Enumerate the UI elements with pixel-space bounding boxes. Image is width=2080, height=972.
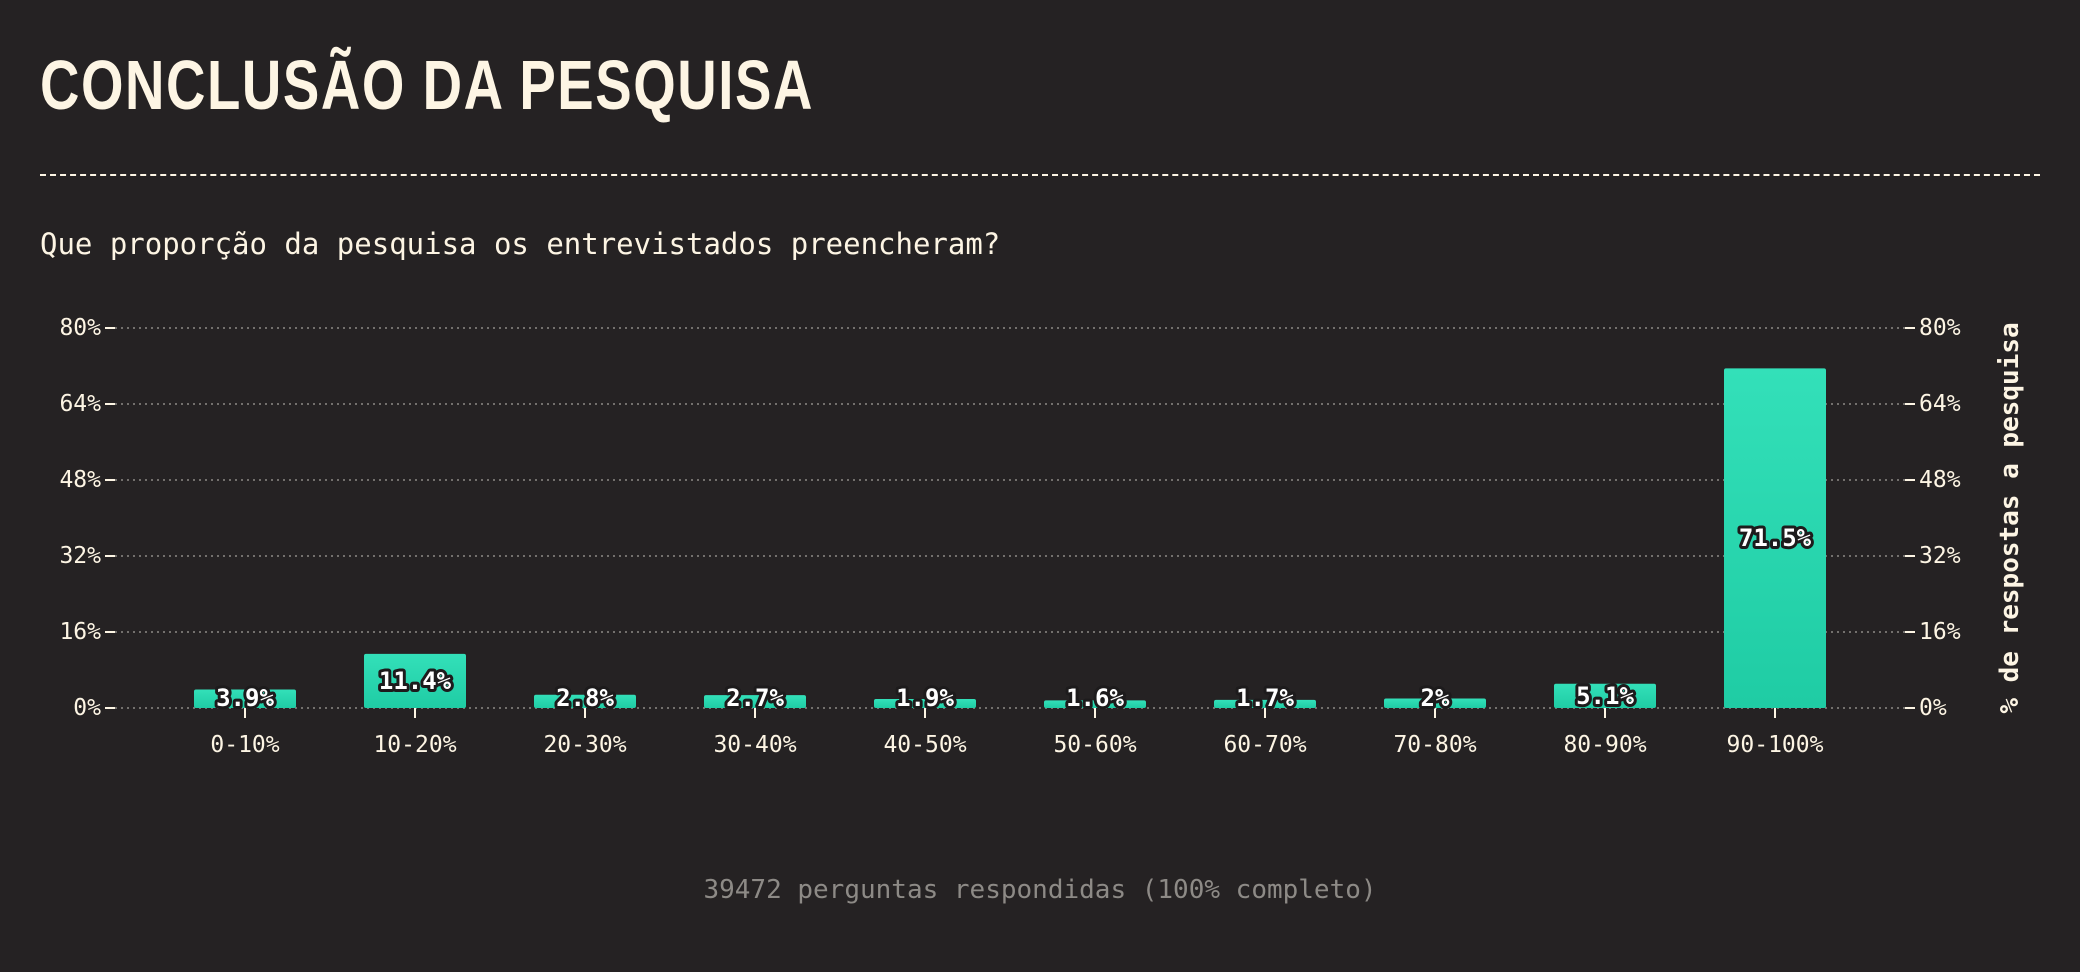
data-label: 71.5% [1739,524,1812,552]
data-label: 5.1% [1576,682,1634,710]
bar [1724,368,1826,708]
data-label: 11.4% [379,667,452,695]
y-tick-label-left: 16% [59,619,101,645]
x-tick-label: 90-100% [1727,732,1824,758]
y-tick-label-right: 64% [1919,391,1961,417]
bar [1044,700,1146,708]
data-label: 1.9% [896,684,954,712]
data-labels: 3.9% 11.4% 2.8% 2.7% 1.9% 1.6% 1.7% 2% 5.1% 71.5% [213,521,1815,715]
y-tick-label-left: 0% [73,695,101,721]
y-axis-label: % de respostas a pesquisa [1995,322,2025,713]
y-tick-label-left: 80% [59,315,101,341]
x-tick-label: 30-40% [713,732,796,758]
data-label: 2% [1421,684,1450,712]
x-tick-label: 70-80% [1393,732,1476,758]
bar [1214,699,1316,708]
x-tick-label: 10-20% [373,732,456,758]
data-label: 1.6% [1066,684,1124,712]
page-title: CONCLUSÃO DA PESQUISA [40,46,814,124]
y-tick-label-right: 48% [1919,467,1961,493]
data-label: 1.7% [1236,684,1294,712]
bar [364,653,466,708]
chart-footer: 39472 perguntas respondidas (100% comple… [703,875,1377,905]
title-divider [40,174,2040,176]
data-label: 2.7% [726,684,784,712]
x-tick-label: 80-90% [1563,732,1646,758]
chart-question: Que proporção da pesquisa os entrevistad… [40,227,1001,261]
data-label: 2.8% [556,684,614,712]
x-tick-label: 20-30% [543,732,626,758]
bar [874,698,976,708]
y-tick-label-left: 64% [59,391,101,417]
x-tick-label: 40-50% [883,732,966,758]
bar [1554,683,1656,708]
x-tick-label: 60-70% [1223,732,1306,758]
y-tick-label-right: 80% [1919,315,1961,341]
y-tick-label-left: 48% [59,467,101,493]
grid-lines [115,327,1905,709]
y-axis-right: 0% 16% 32% 48% 64% 80% [1905,315,1961,721]
bar [534,694,636,708]
x-tick-label: 50-60% [1053,732,1136,758]
bar [194,689,296,708]
data-label: 3.9% [216,684,274,712]
bar [704,695,806,708]
y-tick-label-left: 32% [59,543,101,569]
x-tick-label: 0-10% [210,732,279,758]
y-axis-left: 0% 16% 32% 48% 64% 80% [59,315,115,721]
y-tick-label-right: 16% [1919,619,1961,645]
y-tick-label-right: 0% [1919,695,1947,721]
bar [1384,698,1486,708]
y-tick-label-right: 32% [1919,543,1961,569]
bars [194,368,1826,708]
x-axis: 0-10% 10-20% 20-30% 30-40% 40-50% 50-60% 60-70… [210,708,1824,758]
